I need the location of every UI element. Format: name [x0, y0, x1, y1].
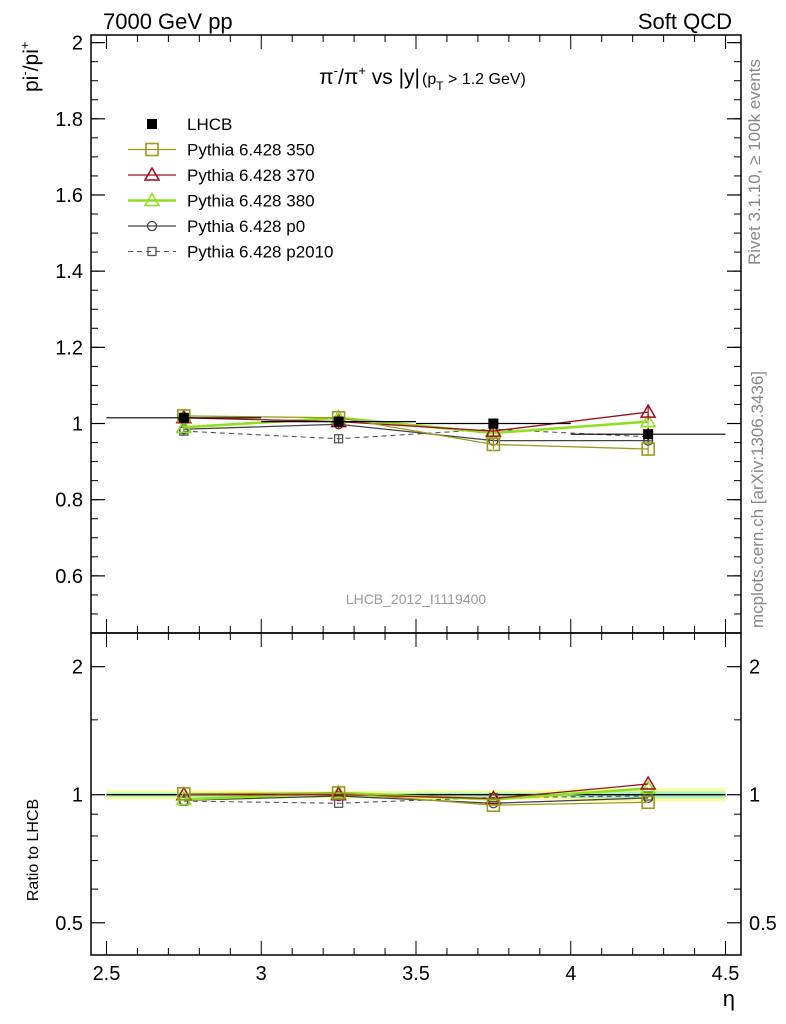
- data-point-p370: [639, 403, 657, 418]
- ratio-line-p2010: [183, 795, 649, 804]
- main-y-tick-label: 1.6: [55, 185, 83, 207]
- data-point-lhcb: [178, 412, 189, 423]
- series-line-p2010: [183, 428, 649, 440]
- main-series-lhcb: [106, 412, 726, 441]
- ratio-y-tick-label-right: 0.5: [749, 913, 777, 935]
- svg-text:π-/π+ vs |y|: π-/π+ vs |y|: [319, 63, 420, 89]
- ratio-axis-ticks: 0.5 0.5 1 1 2 2 2.5 3 3.5 4 4.5: [55, 633, 777, 985]
- main-y-tick-label: 1.8: [55, 109, 83, 131]
- x-tick-label: 4: [565, 963, 576, 985]
- data-point-p370: [485, 422, 502, 437]
- main-y-tick-label: 1: [72, 414, 83, 436]
- ratio-line-p350: [183, 792, 649, 806]
- main-y-tick-label: 1.4: [55, 261, 83, 283]
- mcplots-credit-label: mcplots.cern.ch [arXiv:1306.3436]: [748, 371, 767, 628]
- ratio-line-p370: [183, 783, 649, 800]
- legend-marker-p2010: [147, 246, 157, 257]
- legend-label-p370: Pythia 6.428 370: [187, 166, 315, 185]
- ratio-series-p350: [177, 786, 655, 812]
- data-point-p2010: [333, 434, 344, 444]
- data-point-p380: [175, 418, 193, 434]
- main-series-group: [106, 403, 726, 456]
- legend: LHCB Pythia 6.428 350 Pythia 6.428 370 Pyth…: [128, 115, 334, 262]
- legend-marker-p0: [146, 220, 158, 232]
- legend-label-p350: Pythia 6.428 350: [187, 141, 315, 160]
- series-line-p0: [183, 423, 649, 442]
- data-point-lhcb: [643, 429, 654, 440]
- main-y-tick-label: 2: [72, 33, 83, 55]
- main-y-tick-label: 0.6: [55, 566, 83, 588]
- ratio-y-tick-label-right: 2: [749, 657, 760, 679]
- legend-entry-p370: Pythia 6.428 370: [128, 166, 315, 185]
- x-axis-label: η: [723, 986, 735, 1011]
- series-line-p370: [183, 411, 649, 432]
- ratio-point-p370: [639, 775, 657, 790]
- ratio-point-p350: [486, 798, 501, 812]
- series-line-p380: [183, 416, 649, 435]
- ratio-y-tick-label: 2: [72, 657, 83, 679]
- legend-marker-lhcb: [147, 119, 157, 129]
- header-collision-label: 7000 GeV pp: [103, 9, 233, 34]
- legend-entry-p350: Pythia 6.428 350: [128, 141, 315, 160]
- main-axis-ticks: 0.6 0.8 1 1.2 1.4 1.6 1.8 2: [55, 33, 741, 633]
- data-point-lhcb: [488, 418, 499, 429]
- legend-label-lhcb: LHCB: [187, 115, 232, 134]
- ratio-y-axis-label: Ratio to LHCB: [25, 799, 42, 901]
- legend-marker-p370: [143, 166, 161, 181]
- data-point-p380: [639, 413, 657, 428]
- rivet-version-label: Rivet 3.1.10, ≥ 100k events: [745, 59, 764, 265]
- legend-label-p380: Pythia 6.428 380: [187, 192, 315, 211]
- data-point-lhcb: [333, 416, 344, 427]
- main-y-tick-label: 0.8: [55, 490, 83, 512]
- ratio-point-p380: [175, 790, 193, 806]
- x-tick-label: 4.5: [712, 963, 740, 985]
- legend-entry-lhcb: LHCB: [147, 115, 232, 134]
- data-point-p350: [486, 437, 501, 452]
- legend-label-p2010: Pythia 6.428 p2010: [187, 243, 334, 262]
- data-point-p350: [641, 442, 655, 456]
- analysis-watermark: LHCB_2012_I1119400: [346, 591, 487, 607]
- header-process-label: Soft QCD: [638, 9, 732, 34]
- main-series-p350: [177, 409, 655, 456]
- legend-marker-p350: [145, 142, 159, 157]
- svg-text:pi-/pi+: pi-/pi+: [17, 42, 43, 92]
- x-tick-label: 3.5: [402, 963, 430, 985]
- ratio-point-p370: [485, 789, 502, 805]
- x-tick-label: 3: [256, 963, 267, 985]
- ratio-point-p350: [331, 786, 346, 800]
- legend-entry-p380: Pythia 6.428 380: [128, 192, 315, 211]
- ratio-series-group: [175, 775, 657, 812]
- legend-entry-p0: Pythia 6.428 p0: [128, 217, 305, 236]
- ratio-y-tick-label: 1: [72, 785, 83, 807]
- ratio-point-p380: [639, 779, 657, 795]
- ratio-y-tick-label: 0.5: [55, 913, 83, 935]
- legend-marker-p380: [143, 192, 161, 207]
- main-y-axis-label: pi-/pi+: [17, 42, 43, 92]
- x-tick-label: 2.5: [93, 963, 121, 985]
- ratio-point-p350: [641, 795, 655, 810]
- ratio-y-tick-label-right: 1: [749, 785, 760, 807]
- legend-entry-p2010: Pythia 6.428 p2010: [128, 243, 334, 262]
- main-y-tick-label: 1.2: [55, 337, 83, 359]
- ratio-point-p350: [177, 787, 191, 801]
- svg-text:(pT > 1.2 GeV): (pT > 1.2 GeV): [422, 71, 526, 93]
- legend-label-p0: Pythia 6.428 p0: [187, 217, 305, 236]
- series-line-p350: [183, 415, 649, 450]
- main-chart-title: π-/π+ vs |y| (pT > 1.2 GeV): [319, 63, 526, 93]
- ratio-point-p380: [330, 784, 347, 799]
